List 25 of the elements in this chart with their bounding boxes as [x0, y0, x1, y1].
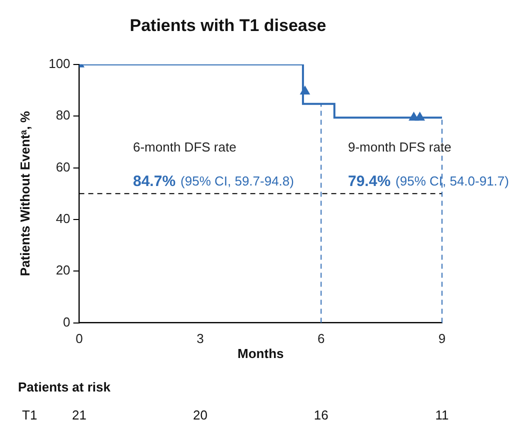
x-tick-label: 0 [76, 331, 83, 346]
y-tick-label: 100 [48, 56, 70, 71]
annotation: (95% CI, 59.7-94.8) [180, 174, 294, 189]
x-tick-label: 6 [317, 331, 325, 346]
y-axis-title: Patients Without Eventᵃ, % [17, 110, 32, 276]
y-tick-label: 20 [56, 262, 70, 278]
x-tick-label: 3 [196, 331, 204, 346]
chart-title: Patients with T1 disease [130, 16, 326, 35]
annotation: (95% CI, 54.0-91.7) [396, 174, 509, 189]
y-tick-label: 80 [56, 108, 70, 123]
text: 20 [192, 408, 208, 423]
x-tick-label: 9 [438, 331, 446, 346]
y-tick-label: 40 [56, 211, 70, 226]
text: 16 [314, 408, 328, 423]
annotation: 9-month DFS rate [348, 140, 452, 155]
y-tick-label: 0 [63, 314, 70, 330]
annotation: 79.4% [348, 173, 391, 190]
text: Patients at risk [18, 380, 112, 395]
x-axis-title: Months [238, 346, 284, 361]
text: 21 [72, 408, 87, 423]
text: 11 [435, 408, 449, 423]
text: T1 [22, 408, 38, 423]
y-tick-label: 60 [56, 159, 70, 174]
annotation: 6-month DFS rate [133, 140, 236, 155]
annotation: 84.7% [133, 173, 176, 190]
